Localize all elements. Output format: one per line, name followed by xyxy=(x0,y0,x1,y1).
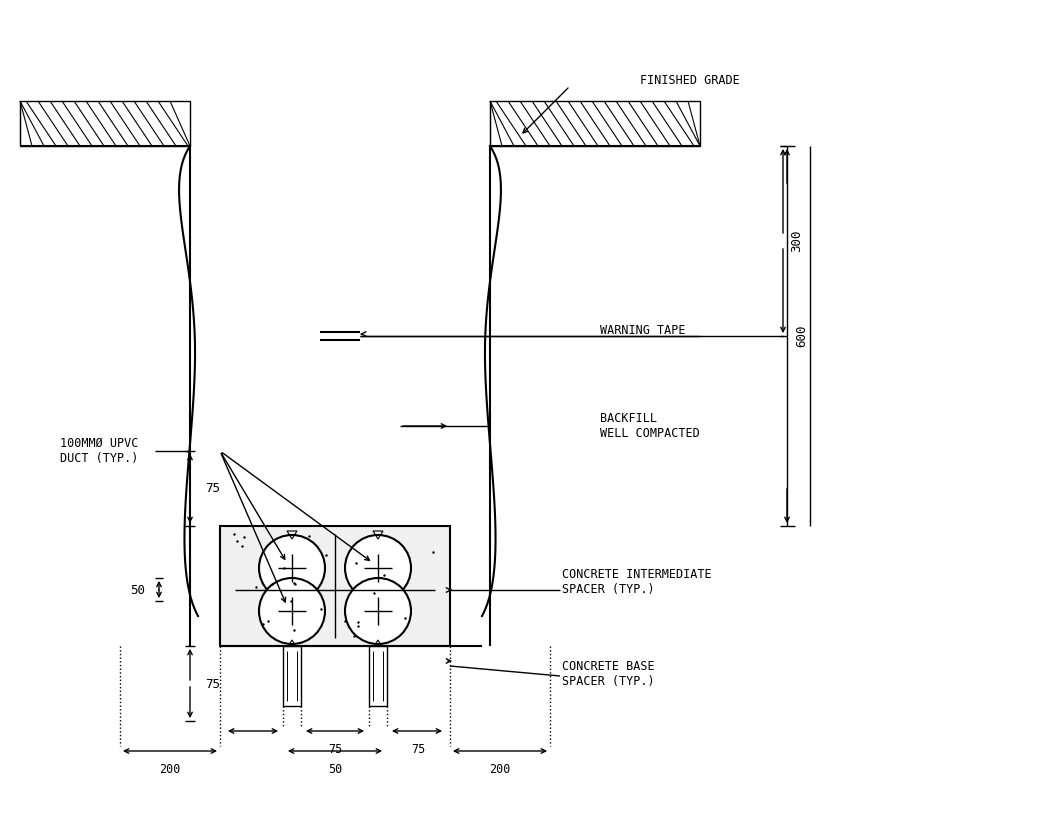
Text: 75: 75 xyxy=(328,743,342,756)
Text: 200: 200 xyxy=(159,763,181,776)
Circle shape xyxy=(345,578,411,644)
Text: 100MMØ UPVC
DUCT (TYP.): 100MMØ UPVC DUCT (TYP.) xyxy=(60,437,139,465)
Circle shape xyxy=(259,578,325,644)
Text: 75: 75 xyxy=(205,677,220,691)
Text: WARNING TAPE: WARNING TAPE xyxy=(600,325,685,338)
Bar xyxy=(283,646,301,706)
Text: 600: 600 xyxy=(795,325,808,347)
Text: 75: 75 xyxy=(205,482,220,495)
Text: BACKFILL
WELL COMPACTED: BACKFILL WELL COMPACTED xyxy=(600,412,700,440)
Text: CONCRETE BASE
SPACER (TYP.): CONCRETE BASE SPACER (TYP.) xyxy=(562,660,654,688)
Bar xyxy=(369,646,387,706)
Text: 50: 50 xyxy=(328,763,342,776)
Text: 50: 50 xyxy=(130,583,145,596)
Text: 200: 200 xyxy=(489,763,510,776)
Circle shape xyxy=(259,535,325,601)
Polygon shape xyxy=(220,526,450,646)
Text: 300: 300 xyxy=(790,230,804,252)
Polygon shape xyxy=(490,101,700,146)
Text: CONCRETE INTERMEDIATE
SPACER (TYP.): CONCRETE INTERMEDIATE SPACER (TYP.) xyxy=(562,568,712,596)
Polygon shape xyxy=(20,101,190,146)
Text: FINISHED GRADE: FINISHED GRADE xyxy=(640,74,740,88)
Circle shape xyxy=(345,535,411,601)
Text: 75: 75 xyxy=(411,743,425,756)
